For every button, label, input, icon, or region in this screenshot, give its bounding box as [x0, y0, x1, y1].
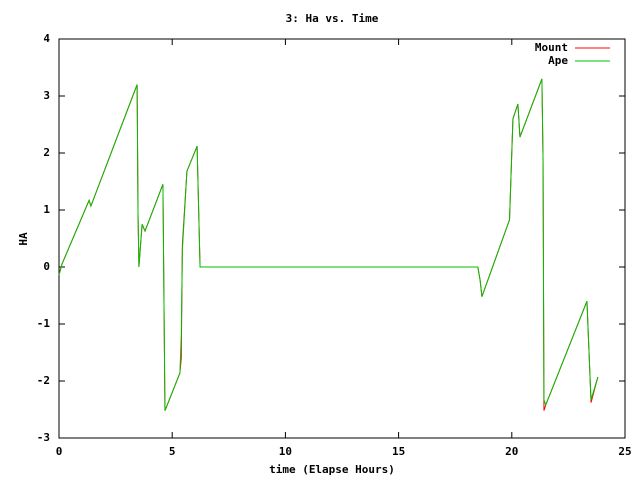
- y-tick-label: 3: [43, 89, 50, 102]
- x-tick-label: 20: [505, 445, 518, 458]
- legend-label: Ape: [548, 54, 568, 67]
- x-tick-label: 0: [56, 445, 63, 458]
- x-tick-label: 5: [169, 445, 176, 458]
- y-tick-label: -3: [37, 431, 50, 444]
- y-tick-label: 2: [43, 146, 50, 159]
- x-tick-label: 10: [279, 445, 292, 458]
- x-tick-label: 25: [618, 445, 631, 458]
- x-axis-label: time (Elapse Hours): [269, 463, 395, 476]
- legend-label: Mount: [535, 41, 568, 54]
- y-tick-label: 0: [43, 260, 50, 273]
- y-tick-label: 4: [43, 32, 50, 45]
- y-tick-label: 1: [43, 203, 50, 216]
- y-tick-label: -2: [37, 374, 50, 387]
- x-tick-label: 15: [392, 445, 405, 458]
- y-axis-label: HA: [17, 232, 30, 246]
- data-line: [58, 78, 599, 411]
- plot-border: [58, 38, 626, 439]
- y-tick-label: -1: [37, 317, 51, 330]
- chart-title: 3: Ha vs. Time: [286, 12, 379, 25]
